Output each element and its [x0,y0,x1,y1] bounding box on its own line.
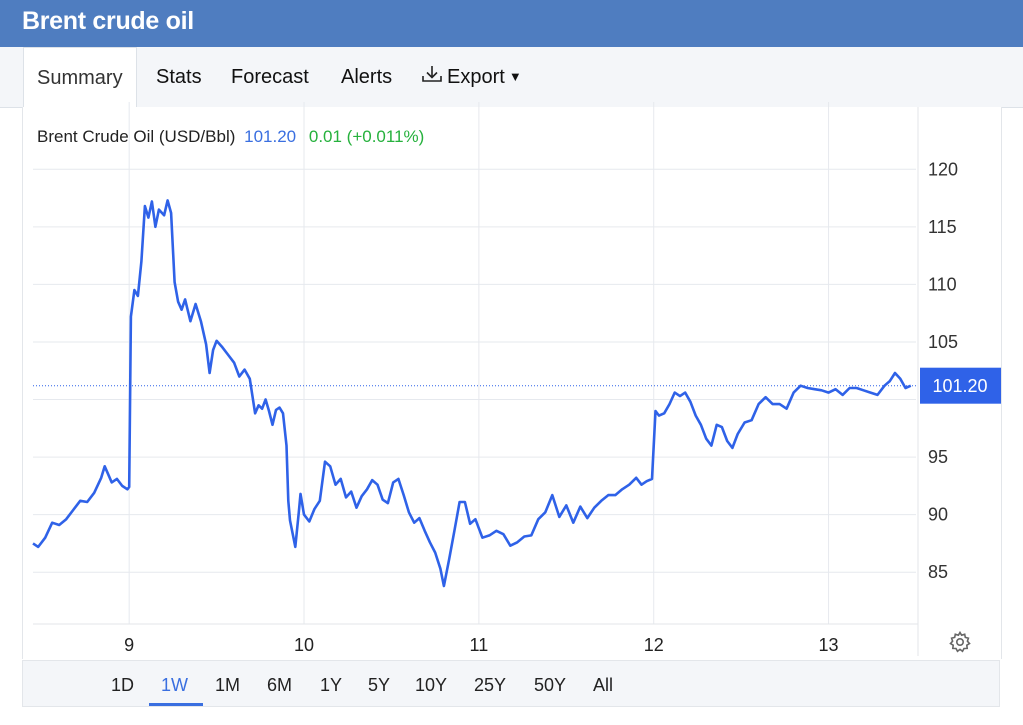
chevron-down-icon: ▼ [508,69,522,84]
range-1d[interactable]: 1D [111,675,135,695]
range-50y[interactable]: 50Y [534,675,567,695]
download-icon [421,48,443,108]
y-tick-label: 120 [928,159,958,179]
page-title: Brent crude oil [22,7,194,35]
range-10y[interactable]: 10Y [415,675,448,695]
tab-forecast[interactable]: Forecast [231,66,309,88]
tab-bar: Summary Stats Forecast Alerts Export ▼ [0,47,1023,108]
range-5y[interactable]: 5Y [368,675,391,695]
range-6m[interactable]: 6M [267,675,293,695]
x-tick-label: 11 [470,635,489,655]
legend-change: 0.01 (+0.011%) [308,127,425,146]
tab-alerts[interactable]: Alerts [341,66,393,88]
chart-legend: Brent Crude Oil (USD/Bbl) 101.20 0.01 (+… [37,127,424,147]
range-1w[interactable]: 1W [161,675,188,695]
y-tick-label: 115 [928,217,957,237]
gear-icon[interactable] [948,630,972,659]
price-series-line [32,199,912,588]
range-all[interactable]: All [593,675,614,695]
export-label: Export [447,66,505,88]
range-1m[interactable]: 1M [215,675,241,695]
tab-summary[interactable]: Summary [23,47,137,108]
range-selector: 1D 1W 1M 6M 1Y 5Y 10Y 25Y 50Y All [22,660,1000,707]
active-range-indicator [149,703,203,706]
legend-series-name: Brent Crude Oil (USD/Bbl) [37,127,236,146]
x-tick-label: 12 [644,635,664,655]
y-tick-label: 85 [928,562,948,582]
x-tick-label: 10 [294,635,314,655]
current-price-label: 101.20 [932,376,987,396]
current-price-tag [920,367,1001,404]
header: Brent crude oil [0,0,1023,47]
chart-panel [22,107,1002,659]
range-1y[interactable]: 1Y [320,675,343,695]
range-25y[interactable]: 25Y [474,675,507,695]
y-tick-label: 110 [928,274,957,294]
tab-export[interactable]: Export ▼ [421,47,522,107]
y-tick-label: 95 [928,447,948,467]
legend-price: 101.20 [244,127,297,146]
tab-stats[interactable]: Stats [156,66,202,88]
x-tick-label: 9 [124,635,134,655]
y-tick-label: 90 [928,505,948,525]
y-tick-label: 105 [928,332,958,352]
x-tick-label: 13 [819,635,839,655]
